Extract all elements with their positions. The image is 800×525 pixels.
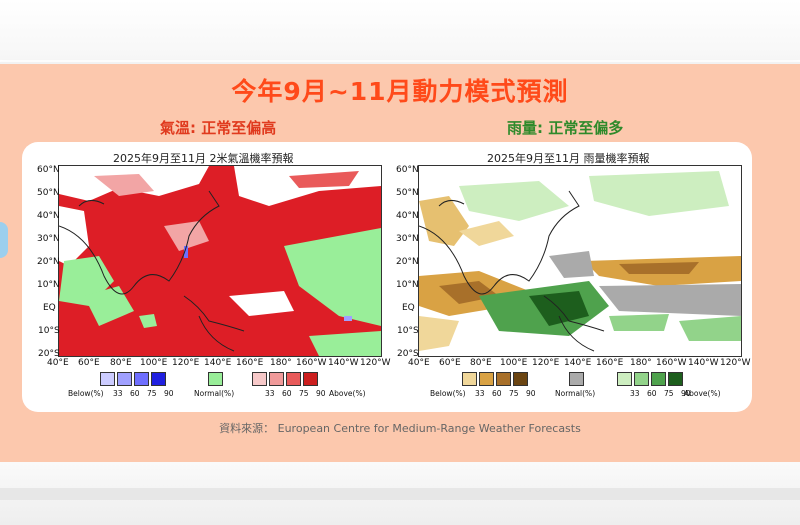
data-source-credit: 資料來源： European Centre for Medium-Range W… [219,422,581,435]
rain-lon-120e: 120°E [532,358,560,368]
top-band [0,0,800,60]
rain-lat-40n: 40°N [396,211,419,221]
temperature-map-title: 2025年9月至11月 2米氣溫機率預報 [113,152,294,165]
temp-lon-120e: 120°E [172,358,200,368]
temp-lon-60e: 60°E [78,358,100,368]
rain-lon-160w: 160°W [656,358,687,368]
rain-lon-60e: 60°E [439,358,461,368]
rain-above-tick-33: 33 [630,389,640,398]
temp-above-label: Above(%) [329,389,366,398]
rain-lat-60n: 60°N [396,165,419,175]
rain-above-60-swatch [634,372,649,386]
temp-lat-10s: 10°S [38,326,60,336]
rain-above-tick-60: 60 [647,389,657,398]
rain-normal-swatch [569,372,584,386]
rain-above-tick-90: 90 [681,389,691,398]
rain-lat-50n: 50°N [396,188,419,198]
temp-lon-80e: 80°E [110,358,132,368]
rain-lat-30n: 30°N [396,234,419,244]
temp-above-tick-90: 90 [316,389,326,398]
rain-map-image [419,166,741,356]
rain-lat-10n: 10°N [396,280,419,290]
rain-lon-160e: 160°E [596,358,624,368]
rain-below-90-swatch [513,372,528,386]
rain-normal-label: Normal(%) [555,389,596,398]
rain-below-tick-60: 60 [492,389,502,398]
rain-below-tick-33: 33 [475,389,485,398]
page-title: 今年9月~11月動力模式預測 [231,77,569,106]
rain-lat-20s: 20°S [397,349,419,359]
temp-lon-140e: 140°E [204,358,232,368]
rain-lat-eq: EQ [402,303,415,313]
temp-below-60-swatch [117,372,132,386]
rain-below-60-swatch [479,372,494,386]
rain-above-tick-75: 75 [664,389,674,398]
temp-lon-140w: 140°W [328,358,359,368]
temp-lat-20s: 20°S [38,349,60,359]
rainfall-summary: 雨量: 正常至偏多 [507,119,624,137]
temp-lon-160w: 160°W [296,358,327,368]
temperature-map-image [59,166,381,356]
rain-below-75-swatch [496,372,511,386]
temp-above-75-swatch [286,372,301,386]
temp-below-33-swatch [100,372,115,386]
temp-above-tick-60: 60 [282,389,292,398]
temperature-map [58,165,382,357]
rain-map [418,165,742,357]
temperature-summary: 氣溫: 正常至偏高 [160,119,277,137]
temp-above-tick-33: 33 [265,389,275,398]
temp-normal-swatch [208,372,223,386]
temp-lat-10n: 10°N [37,280,60,290]
rain-above-label: Above(%) [684,389,721,398]
temp-normal-label: Normal(%) [194,389,235,398]
rain-lat-10s: 10°S [397,326,419,336]
rain-above-33-swatch [617,372,632,386]
rain-lon-140w: 140°W [688,358,719,368]
temp-lat-30n: 30°N [37,234,60,244]
temp-lon-40e: 40°E [47,358,69,368]
rain-map-title: 2025年9月至11月 雨量機率預報 [487,152,650,165]
temp-below-90-swatch [151,372,166,386]
temp-lat-60n: 60°N [37,165,60,175]
temp-lat-eq: EQ [43,303,56,313]
bottom-scroll-bar[interactable] [0,488,800,500]
temp-lon-100e: 100°E [140,358,168,368]
temp-below-tick-60: 60 [130,389,140,398]
temp-above-90-swatch [303,372,318,386]
temp-below-75-swatch [134,372,149,386]
temp-below-tick-75: 75 [147,389,157,398]
temp-lon-120w: 120°W [360,358,391,368]
temp-lon-180: 180° [270,358,292,368]
temp-below-tick-90: 90 [164,389,174,398]
rain-lon-120w: 120°W [720,358,751,368]
rain-below-tick-90: 90 [526,389,536,398]
rain-lon-140e: 140°E [564,358,592,368]
temp-above-60-swatch [269,372,284,386]
rain-below-label: Below(%) [430,389,466,398]
rain-lon-180: 180° [630,358,652,368]
temp-lat-20n: 20°N [37,257,60,267]
rain-lon-100e: 100°E [500,358,528,368]
temp-lon-160e: 160°E [236,358,264,368]
temp-above-tick-75: 75 [299,389,309,398]
rain-lon-40e: 40°E [408,358,430,368]
rain-below-tick-75: 75 [509,389,519,398]
temp-below-label: Below(%) [68,389,104,398]
temp-lat-40n: 40°N [37,211,60,221]
temp-below-tick-33: 33 [113,389,123,398]
rain-lon-80e: 80°E [470,358,492,368]
rain-lat-20n: 20°N [396,257,419,267]
rain-above-75-swatch [651,372,666,386]
temp-lat-50n: 50°N [37,188,60,198]
side-nav-handle[interactable] [0,222,8,258]
rain-below-33-swatch [462,372,477,386]
rain-above-90-swatch [668,372,683,386]
temp-above-33-swatch [252,372,267,386]
